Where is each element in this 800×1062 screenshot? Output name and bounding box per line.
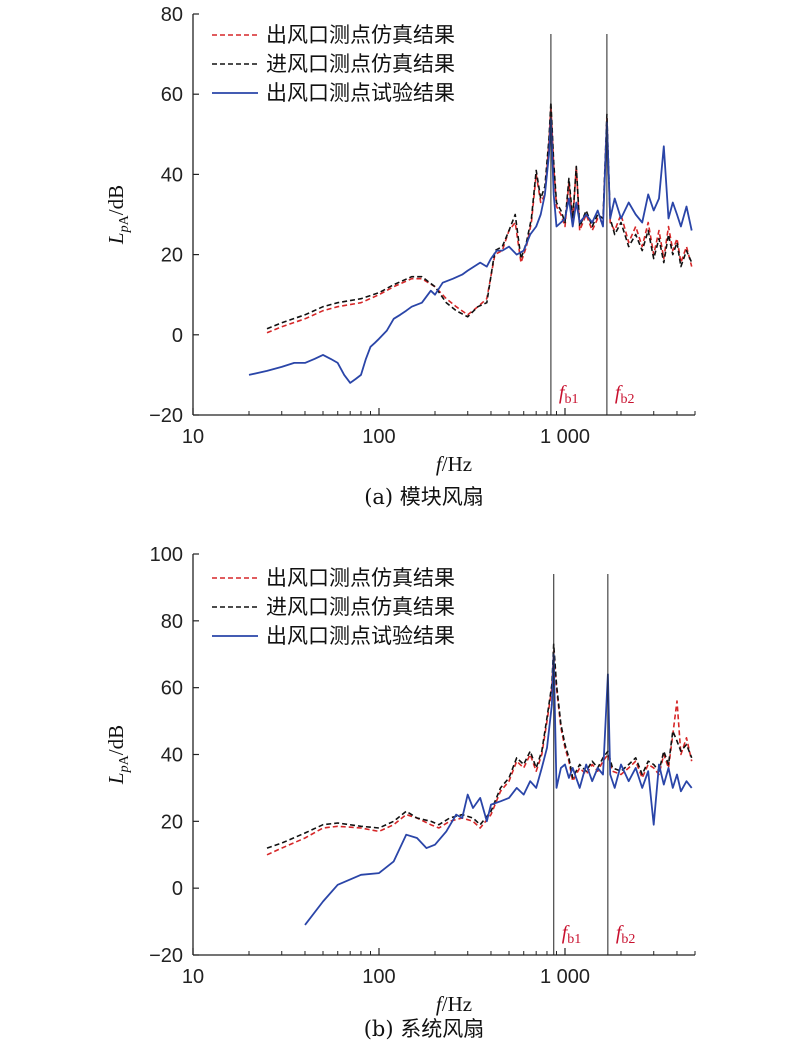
chart-a: −20 0 20 40 60 80 10 100 1 000 f/Hz LpA/dB fb1 fb2 出风… [104, 4, 696, 509]
x-axis-label: f/Hz [436, 452, 472, 476]
x-tick-label: 100 [362, 966, 395, 988]
legend-label-3: 出风口测点试验结果 [266, 81, 455, 105]
x-tick-label: 10 [182, 966, 204, 988]
marker-label-b1: fb1 [562, 922, 582, 947]
y-tick-label: 80 [161, 4, 183, 26]
x-axis-label: f/Hz [436, 992, 472, 1016]
x-tick-label: 1 000 [540, 966, 590, 988]
y-tick-label: 40 [161, 745, 183, 767]
figure-caption: (a) 模块风扇 [364, 485, 484, 509]
y-tick-label: −20 [149, 405, 183, 427]
chart-b: −20 0 20 40 60 80 100 10 100 1 000 f/Hz LpA/dB fb1 fb… [104, 544, 696, 1041]
y-tick-label: 100 [150, 544, 183, 566]
marker-label-b2: fb2 [615, 382, 635, 407]
y-tick-label: 0 [172, 878, 183, 900]
marker-label-b2: fb2 [616, 922, 636, 947]
series-line-3 [248, 117, 693, 384]
y-tick-label: 20 [161, 245, 183, 267]
figure-caption: (b) 系统风扇 [364, 1017, 485, 1041]
series-line-1 [266, 105, 693, 334]
x-tick-label: 10 [182, 426, 204, 448]
legend-label-2: 进风口测点仿真结果 [266, 52, 455, 76]
legend-label-1: 出风口测点仿真结果 [266, 566, 455, 590]
marker-label-b1: fb1 [559, 382, 579, 407]
x-tick-label: 100 [362, 426, 395, 448]
y-tick-label: 80 [161, 611, 183, 633]
y-tick-label: 60 [161, 678, 183, 700]
series-line-2 [266, 643, 693, 849]
legend-label-3: 出风口测点试验结果 [266, 624, 455, 648]
y-tick-label: 20 [161, 811, 183, 833]
y-tick-label: 60 [161, 84, 183, 106]
legend-label-2: 进风口测点仿真结果 [266, 595, 455, 619]
series-line-3 [304, 653, 693, 926]
series-line-2 [266, 101, 693, 330]
x-tick-label: 1 000 [540, 426, 590, 448]
y-axis-label: LpA/dB [104, 185, 132, 245]
y-tick-label: −20 [149, 945, 183, 967]
legend-label-1: 出风口测点仿真结果 [266, 23, 455, 47]
y-axis-label: LpA/dB [104, 725, 132, 785]
y-tick-label: 0 [172, 325, 183, 347]
y-tick-label: 40 [161, 164, 183, 186]
